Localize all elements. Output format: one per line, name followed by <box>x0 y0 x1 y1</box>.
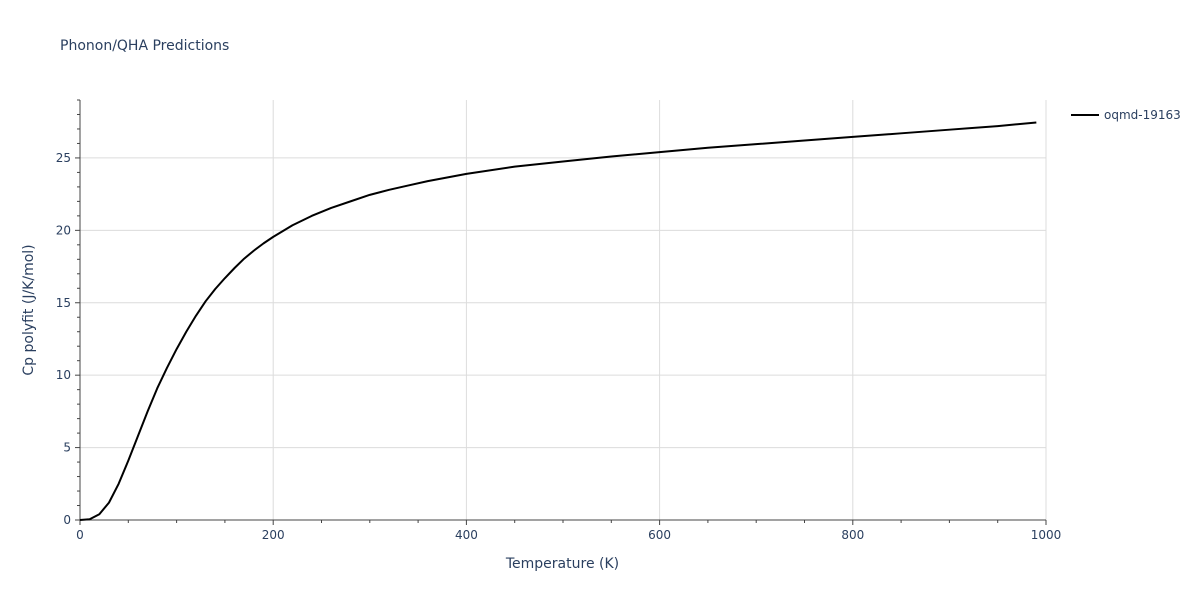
x-axis-title: Temperature (K) <box>505 556 619 572</box>
series-line-oqmd-19163 <box>79 121 1037 521</box>
series-layer <box>79 121 1037 521</box>
x-tick-label-2: 400 <box>455 528 478 542</box>
y-tick-label-2: 10 <box>56 368 71 382</box>
x-tick-label-0: 0 <box>76 528 84 542</box>
y-tick-label-1: 5 <box>63 441 71 455</box>
y-tick-label-4: 20 <box>56 223 71 237</box>
x-tick-label-4: 800 <box>841 528 864 542</box>
x-tick-label-5: 1000 <box>1031 528 1062 542</box>
x-tick-label-3: 600 <box>648 528 671 542</box>
chart-title: Phonon/QHA Predictions <box>60 38 229 54</box>
legend-label: oqmd-19163 <box>1104 108 1181 122</box>
legend[interactable]: oqmd-19163 <box>1071 108 1181 122</box>
axis-layer: 0 200 400 600 800 1000 0 5 10 15 20 25 <box>56 99 1062 542</box>
y-axis-title: Cp polyfit (J/K/mol) <box>21 244 37 375</box>
x-tick-label-1: 200 <box>262 528 285 542</box>
y-tick-label-0: 0 <box>63 513 71 527</box>
y-tick-label-5: 25 <box>56 151 71 165</box>
grid-layer <box>80 100 1047 520</box>
y-tick-label-3: 15 <box>56 296 71 310</box>
